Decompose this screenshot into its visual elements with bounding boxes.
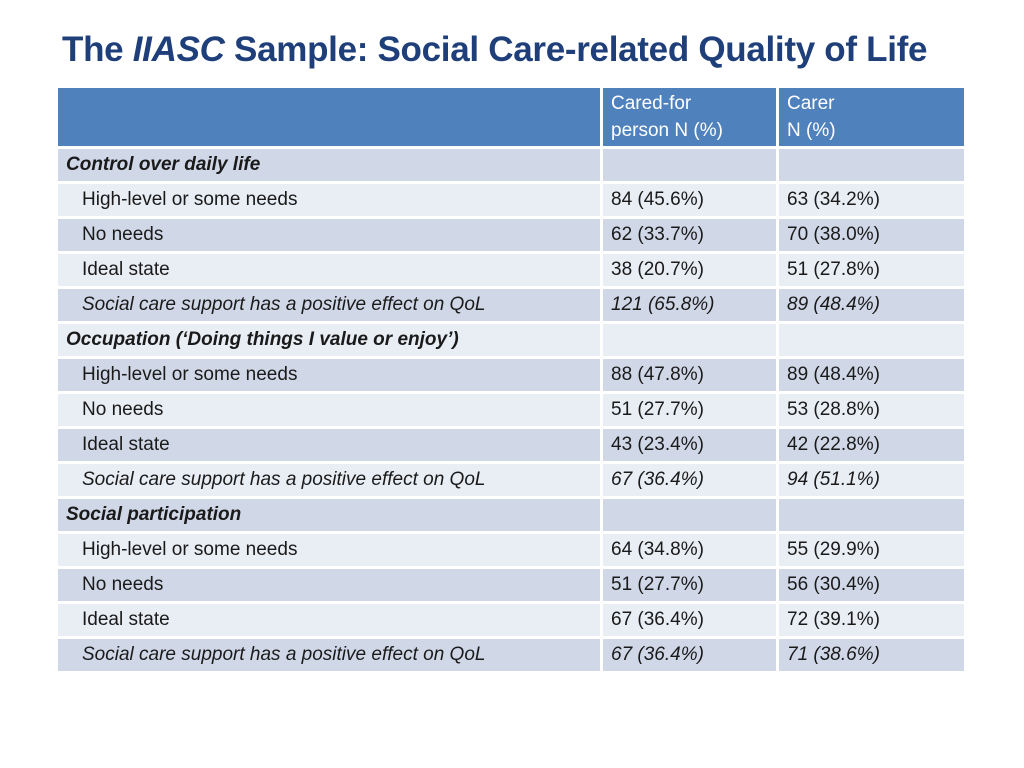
cared-for-value: 88 (47.8%) [600,356,779,394]
quality-of-life-table: Cared-for person N (%) Carer N (%) Contr… [55,85,967,674]
table-row: Social care support has a positive effec… [55,286,967,324]
carer-value: 42 (22.8%) [776,426,967,464]
carer-value: 71 (38.6%) [776,636,967,674]
row-label: High-level or some needs [55,531,603,569]
carer-value: 53 (28.8%) [776,391,967,429]
row-label: Ideal state [55,601,603,639]
title-suffix: Sample: Social Care-related Quality of L… [224,30,928,69]
cared-for-value: 51 (27.7%) [600,391,779,429]
cared-for-value: 64 (34.8%) [600,531,779,569]
header-cared-for-line1: Cared-for [611,93,692,114]
carer-value: 72 (39.1%) [776,601,967,639]
carer-value: 89 (48.4%) [776,286,967,324]
row-label: No needs [55,216,603,254]
carer-value: 70 (38.0%) [776,216,967,254]
section-row: Occupation (‘Doing things I value or enj… [55,321,967,359]
table-row: High-level or some needs 64 (34.8%) 55 (… [55,531,967,569]
section-row: Control over daily life [55,146,967,184]
cared-for-value: 43 (23.4%) [600,426,779,464]
carer-value: 63 (34.2%) [776,181,967,219]
row-label: High-level or some needs [55,356,603,394]
section-blank [776,321,967,359]
table-header-row: Cared-for person N (%) Carer N (%) [55,85,967,149]
row-label: No needs [55,566,603,604]
carer-value: 56 (30.4%) [776,566,967,604]
title-emphasis: IIASC [132,30,225,69]
cared-for-value: 84 (45.6%) [600,181,779,219]
carer-value: 89 (48.4%) [776,356,967,394]
table-row: Social care support has a positive effec… [55,636,967,674]
table-row: Ideal state 67 (36.4%) 72 (39.1%) [55,601,967,639]
section-heading: Control over daily life [55,146,603,184]
table-row: Social care support has a positive effec… [55,461,967,499]
row-label: No needs [55,391,603,429]
carer-value: 94 (51.1%) [776,461,967,499]
row-label: Ideal state [55,251,603,289]
carer-value: 51 (27.8%) [776,251,967,289]
row-label: High-level or some needs [55,181,603,219]
section-heading: Social participation [55,496,603,534]
header-cared-for-line2: person N (%) [611,120,723,141]
row-label: Social care support has a positive effec… [55,461,603,499]
table-row: High-level or some needs 88 (47.8%) 89 (… [55,356,967,394]
cared-for-value: 67 (36.4%) [600,601,779,639]
cared-for-value: 38 (20.7%) [600,251,779,289]
header-carer-line2: N (%) [787,120,836,141]
section-heading: Occupation (‘Doing things I value or enj… [55,321,603,359]
section-blank [776,496,967,534]
section-blank [600,321,779,359]
cared-for-value: 51 (27.7%) [600,566,779,604]
row-label: Ideal state [55,426,603,464]
table-row: High-level or some needs 84 (45.6%) 63 (… [55,181,967,219]
table-row: No needs 51 (27.7%) 56 (30.4%) [55,566,967,604]
cared-for-value: 121 (65.8%) [600,286,779,324]
row-label: Social care support has a positive effec… [55,286,603,324]
header-cared-for: Cared-for person N (%) [600,85,779,149]
table-row: No needs 51 (27.7%) 53 (28.8%) [55,391,967,429]
table-row: Ideal state 38 (20.7%) 51 (27.8%) [55,251,967,289]
table-row: Ideal state 43 (23.4%) 42 (22.8%) [55,426,967,464]
section-row: Social participation [55,496,967,534]
section-blank [600,146,779,184]
section-blank [600,496,779,534]
cared-for-value: 67 (36.4%) [600,461,779,499]
header-empty [55,85,603,149]
carer-value: 55 (29.9%) [776,531,967,569]
header-carer: Carer N (%) [776,85,967,149]
cared-for-value: 62 (33.7%) [600,216,779,254]
header-carer-line1: Carer [787,93,835,114]
page-title: The IIASC Sample: Social Care-related Qu… [62,30,927,70]
section-blank [776,146,967,184]
row-label: Social care support has a positive effec… [55,636,603,674]
cared-for-value: 67 (36.4%) [600,636,779,674]
table-row: No needs 62 (33.7%) 70 (38.0%) [55,216,967,254]
title-prefix: The [62,30,133,69]
